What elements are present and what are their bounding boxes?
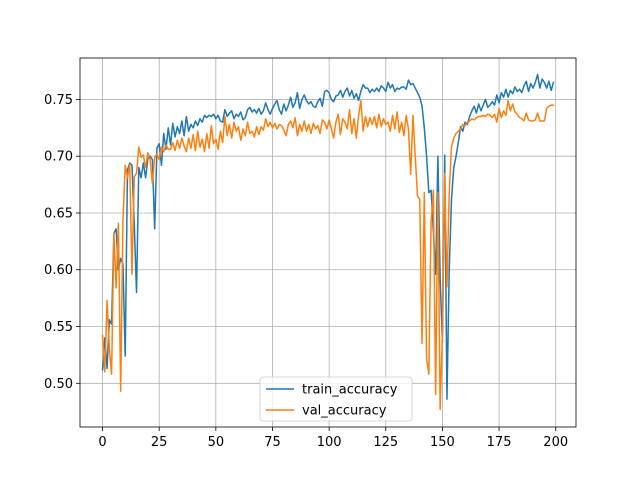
ticks: 0 25 50 75 100 125 150 175 200 0.50 0.55 0.60 0.65 0.… [44,93,568,450]
x-tick-label: 150 [430,435,455,450]
x-tick-label: 75 [264,435,281,450]
axes-frame [79,57,577,428]
series-line-val-accuracy [101,99,555,411]
x-tick-label: 200 [543,435,568,450]
series-lines [101,73,555,411]
x-tick-label: 50 [208,435,225,450]
legend-label-val-accuracy: val_accuracy [302,404,387,419]
legend-box [259,376,413,422]
legend-label-train-accuracy: train_accuracy [302,383,398,398]
y-tick-label: 0.50 [44,377,73,392]
x-tick-label: 125 [373,435,398,450]
series-line-train-accuracy [101,73,555,400]
x-tick-label: 100 [317,435,342,450]
legend: train_accuracy val_accuracy [259,376,413,422]
y-tick-label: 0.70 [44,150,73,165]
y-tick-label: 0.75 [44,93,73,108]
x-tick-label: 25 [151,435,168,450]
y-tick-label: 0.65 [44,206,73,221]
x-tick-label: 0 [98,435,106,450]
y-tick-label: 0.55 [44,320,73,335]
x-tick-label: 175 [487,435,512,450]
y-tick-label: 0.60 [44,263,73,278]
